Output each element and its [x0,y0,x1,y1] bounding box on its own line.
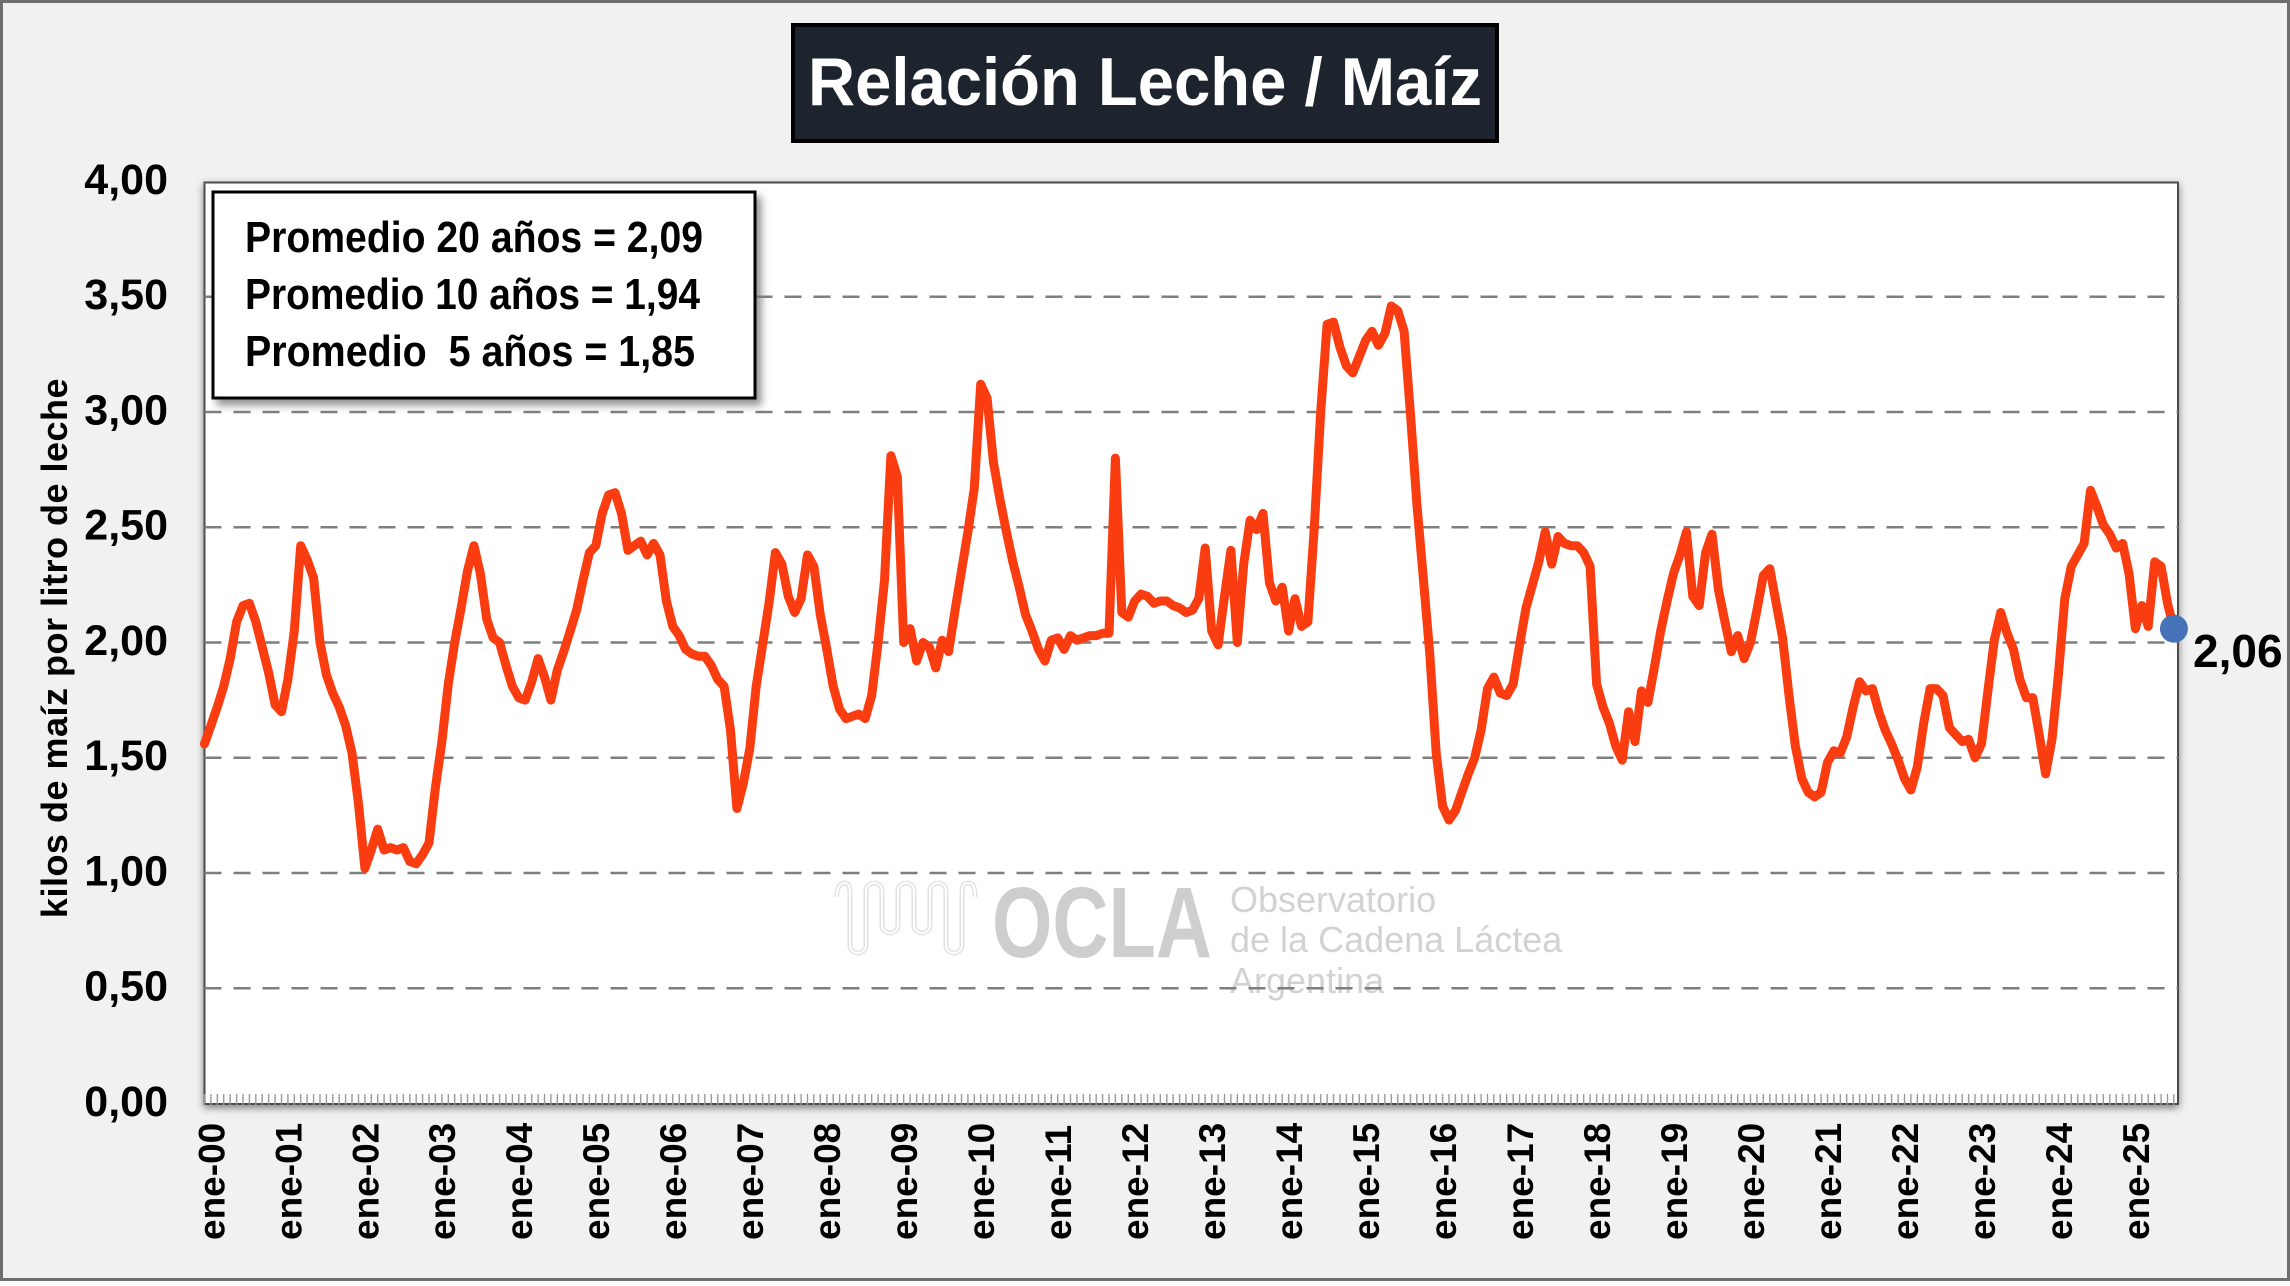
svg-text:ene-24: ene-24 [2039,1122,2080,1240]
svg-text:Promedio 20 años = 2,09: Promedio 20 años = 2,09 [245,213,703,262]
svg-text:3,50: 3,50 [84,271,168,319]
svg-text:ene-12: ene-12 [1115,1123,1156,1240]
svg-text:Promedio 5 años = 1,85: Promedio 5 años = 1,85 [245,327,695,376]
svg-text:ene-18: ene-18 [1577,1123,1618,1240]
svg-text:Observatorio: Observatorio [1230,879,1436,920]
svg-text:ene-19: ene-19 [1654,1123,1695,1240]
svg-text:ene-06: ene-06 [653,1123,694,1240]
svg-text:ene-10: ene-10 [961,1123,1002,1240]
svg-text:0,00: 0,00 [84,1078,168,1126]
svg-text:ene-07: ene-07 [730,1123,771,1240]
svg-text:de la Cadena Láctea: de la Cadena Láctea [1230,919,1563,960]
svg-text:2,00: 2,00 [84,617,168,665]
svg-text:ene-23: ene-23 [1962,1123,2003,1240]
svg-text:ene-02: ene-02 [345,1123,386,1240]
svg-text:Promedio 10 años = 1,94: Promedio 10 años = 1,94 [245,270,700,319]
svg-text:ene-13: ene-13 [1192,1123,1233,1240]
svg-text:ene-03: ene-03 [422,1123,463,1240]
svg-text:0,50: 0,50 [84,963,168,1011]
svg-text:ene-21: ene-21 [1808,1123,1849,1240]
svg-text:ene-09: ene-09 [884,1123,925,1240]
svg-text:ene-17: ene-17 [1500,1123,1541,1240]
svg-text:3,00: 3,00 [84,386,168,434]
svg-text:ene-25: ene-25 [2116,1123,2157,1240]
svg-text:ene-15: ene-15 [1346,1123,1387,1240]
svg-text:1,50: 1,50 [84,732,168,780]
svg-text:Argentina: Argentina [1230,960,1385,1001]
svg-text:4,00: 4,00 [84,156,168,204]
svg-text:ene-04: ene-04 [499,1122,540,1240]
svg-text:OCLA: OCLA [992,867,1212,979]
svg-text:kilos de maíz por litro de lec: kilos de maíz por litro de leche [34,378,75,918]
svg-text:ene-22: ene-22 [1885,1123,1926,1240]
svg-text:2,06: 2,06 [2193,625,2283,677]
svg-text:ene-16: ene-16 [1423,1123,1464,1240]
svg-text:ene-05: ene-05 [576,1123,617,1240]
svg-text:1,00: 1,00 [84,847,168,895]
svg-text:ene-11: ene-11 [1038,1125,1079,1240]
svg-text:Relación Leche / Maíz: Relación Leche / Maíz [808,44,1482,120]
svg-text:ene-00: ene-00 [191,1123,232,1240]
svg-text:2,50: 2,50 [84,502,168,550]
svg-text:ene-01: ene-01 [268,1123,309,1240]
svg-text:ene-20: ene-20 [1731,1123,1772,1240]
svg-text:ene-08: ene-08 [807,1123,848,1240]
svg-text:ene-14: ene-14 [1269,1122,1310,1240]
